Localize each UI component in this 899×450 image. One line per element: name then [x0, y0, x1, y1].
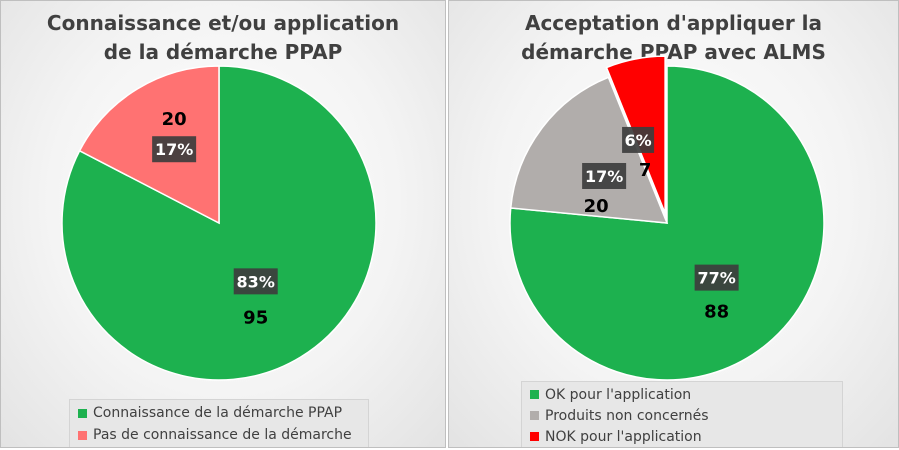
- legend-label-ok: OK pour l'application: [545, 386, 692, 403]
- legend-right-item-ok: OK pour l'application: [530, 384, 834, 405]
- chart-left-panel: Connaissance et/ou application de la dém…: [0, 0, 446, 448]
- legend-label-connaissance: Connaissance de la démarche PPAP: [93, 405, 343, 421]
- value-label-nok-pour-l-application: 7: [639, 160, 652, 181]
- legend-right-item-produits: Produits non concernés: [530, 405, 834, 426]
- legend-swatch-pas-de-connaissance: [78, 430, 87, 440]
- pct-label-nok-pour-l-application: 6%: [624, 131, 651, 150]
- pct-label-box-connaissance-de-la-demarche-ppap: [233, 268, 278, 295]
- value-label-pas-de-connaissance-de-la-demarche: 20: [162, 109, 187, 130]
- legend-swatch-ok: [530, 390, 539, 399]
- pct-label-box-nok-pour-l-application: [622, 126, 655, 153]
- legend-swatch-produits: [530, 411, 539, 420]
- pie-slice-pas-de-connaissance-de-la-demarche: [78, 65, 220, 225]
- chart-left-title-line-2: de la démarche PPAP: [103, 40, 343, 64]
- pie-chart-right: 77% 88 17% 20 6% 7: [509, 55, 825, 381]
- chart-left-title: Connaissance et/ou application de la dém…: [1, 9, 445, 67]
- pct-label-ok-pour-l-application: 77%: [697, 269, 735, 288]
- legend-left: Connaissance de la démarche PPAP Pas de …: [69, 399, 369, 447]
- chart-left-title-line-1: Connaissance et/ou application: [46, 11, 400, 35]
- pct-label-produits-non-concernes: 17%: [585, 167, 623, 186]
- legend-label-nok: NOK pour l'application: [545, 428, 702, 445]
- pie-slice-produits-non-concernes: [509, 76, 669, 224]
- legend-swatch-nok: [530, 432, 539, 441]
- chart-right-title-line-2: démarche PPAP avec ALMS: [521, 40, 826, 64]
- pct-label-connaissance-de-la-demarche-ppap: 83%: [237, 272, 275, 291]
- pct-label-pas-de-connaissance-de-la-demarche: 17%: [155, 140, 193, 159]
- pct-label-box-produits-non-concernes: [582, 162, 627, 189]
- legend-swatch-connaissance: [78, 408, 87, 418]
- pct-label-box-ok-pour-l-application: [694, 264, 739, 291]
- pie-chart-left: 83% 95 17% 20: [61, 65, 377, 381]
- legend-label-pas-de-connaissance: Pas de connaissance de la démarche: [93, 427, 352, 443]
- legend-label-produits: Produits non concernés: [545, 407, 709, 424]
- value-label-connaissance-de-la-demarche-ppap: 95: [243, 307, 268, 328]
- value-label-ok-pour-l-application: 88: [704, 302, 729, 323]
- chart-right-panel: Acceptation d'appliquer la démarche PPAP…: [448, 0, 899, 448]
- legend-left-item-connaissance: Connaissance de la démarche PPAP: [78, 402, 360, 424]
- chart-right-title-line-1: Acceptation d'appliquer la: [524, 11, 823, 35]
- legend-right: OK pour l'application Produits non conce…: [521, 381, 843, 447]
- legend-right-item-nok: NOK pour l'application: [530, 426, 834, 447]
- pct-label-box-pas-de-connaissance-de-la-demarche: [152, 136, 197, 163]
- value-label-produits-non-concernes: 20: [584, 196, 609, 217]
- legend-left-item-pas-de-connaissance: Pas de connaissance de la démarche: [78, 424, 360, 446]
- chart-right-title: Acceptation d'appliquer la démarche PPAP…: [449, 9, 898, 67]
